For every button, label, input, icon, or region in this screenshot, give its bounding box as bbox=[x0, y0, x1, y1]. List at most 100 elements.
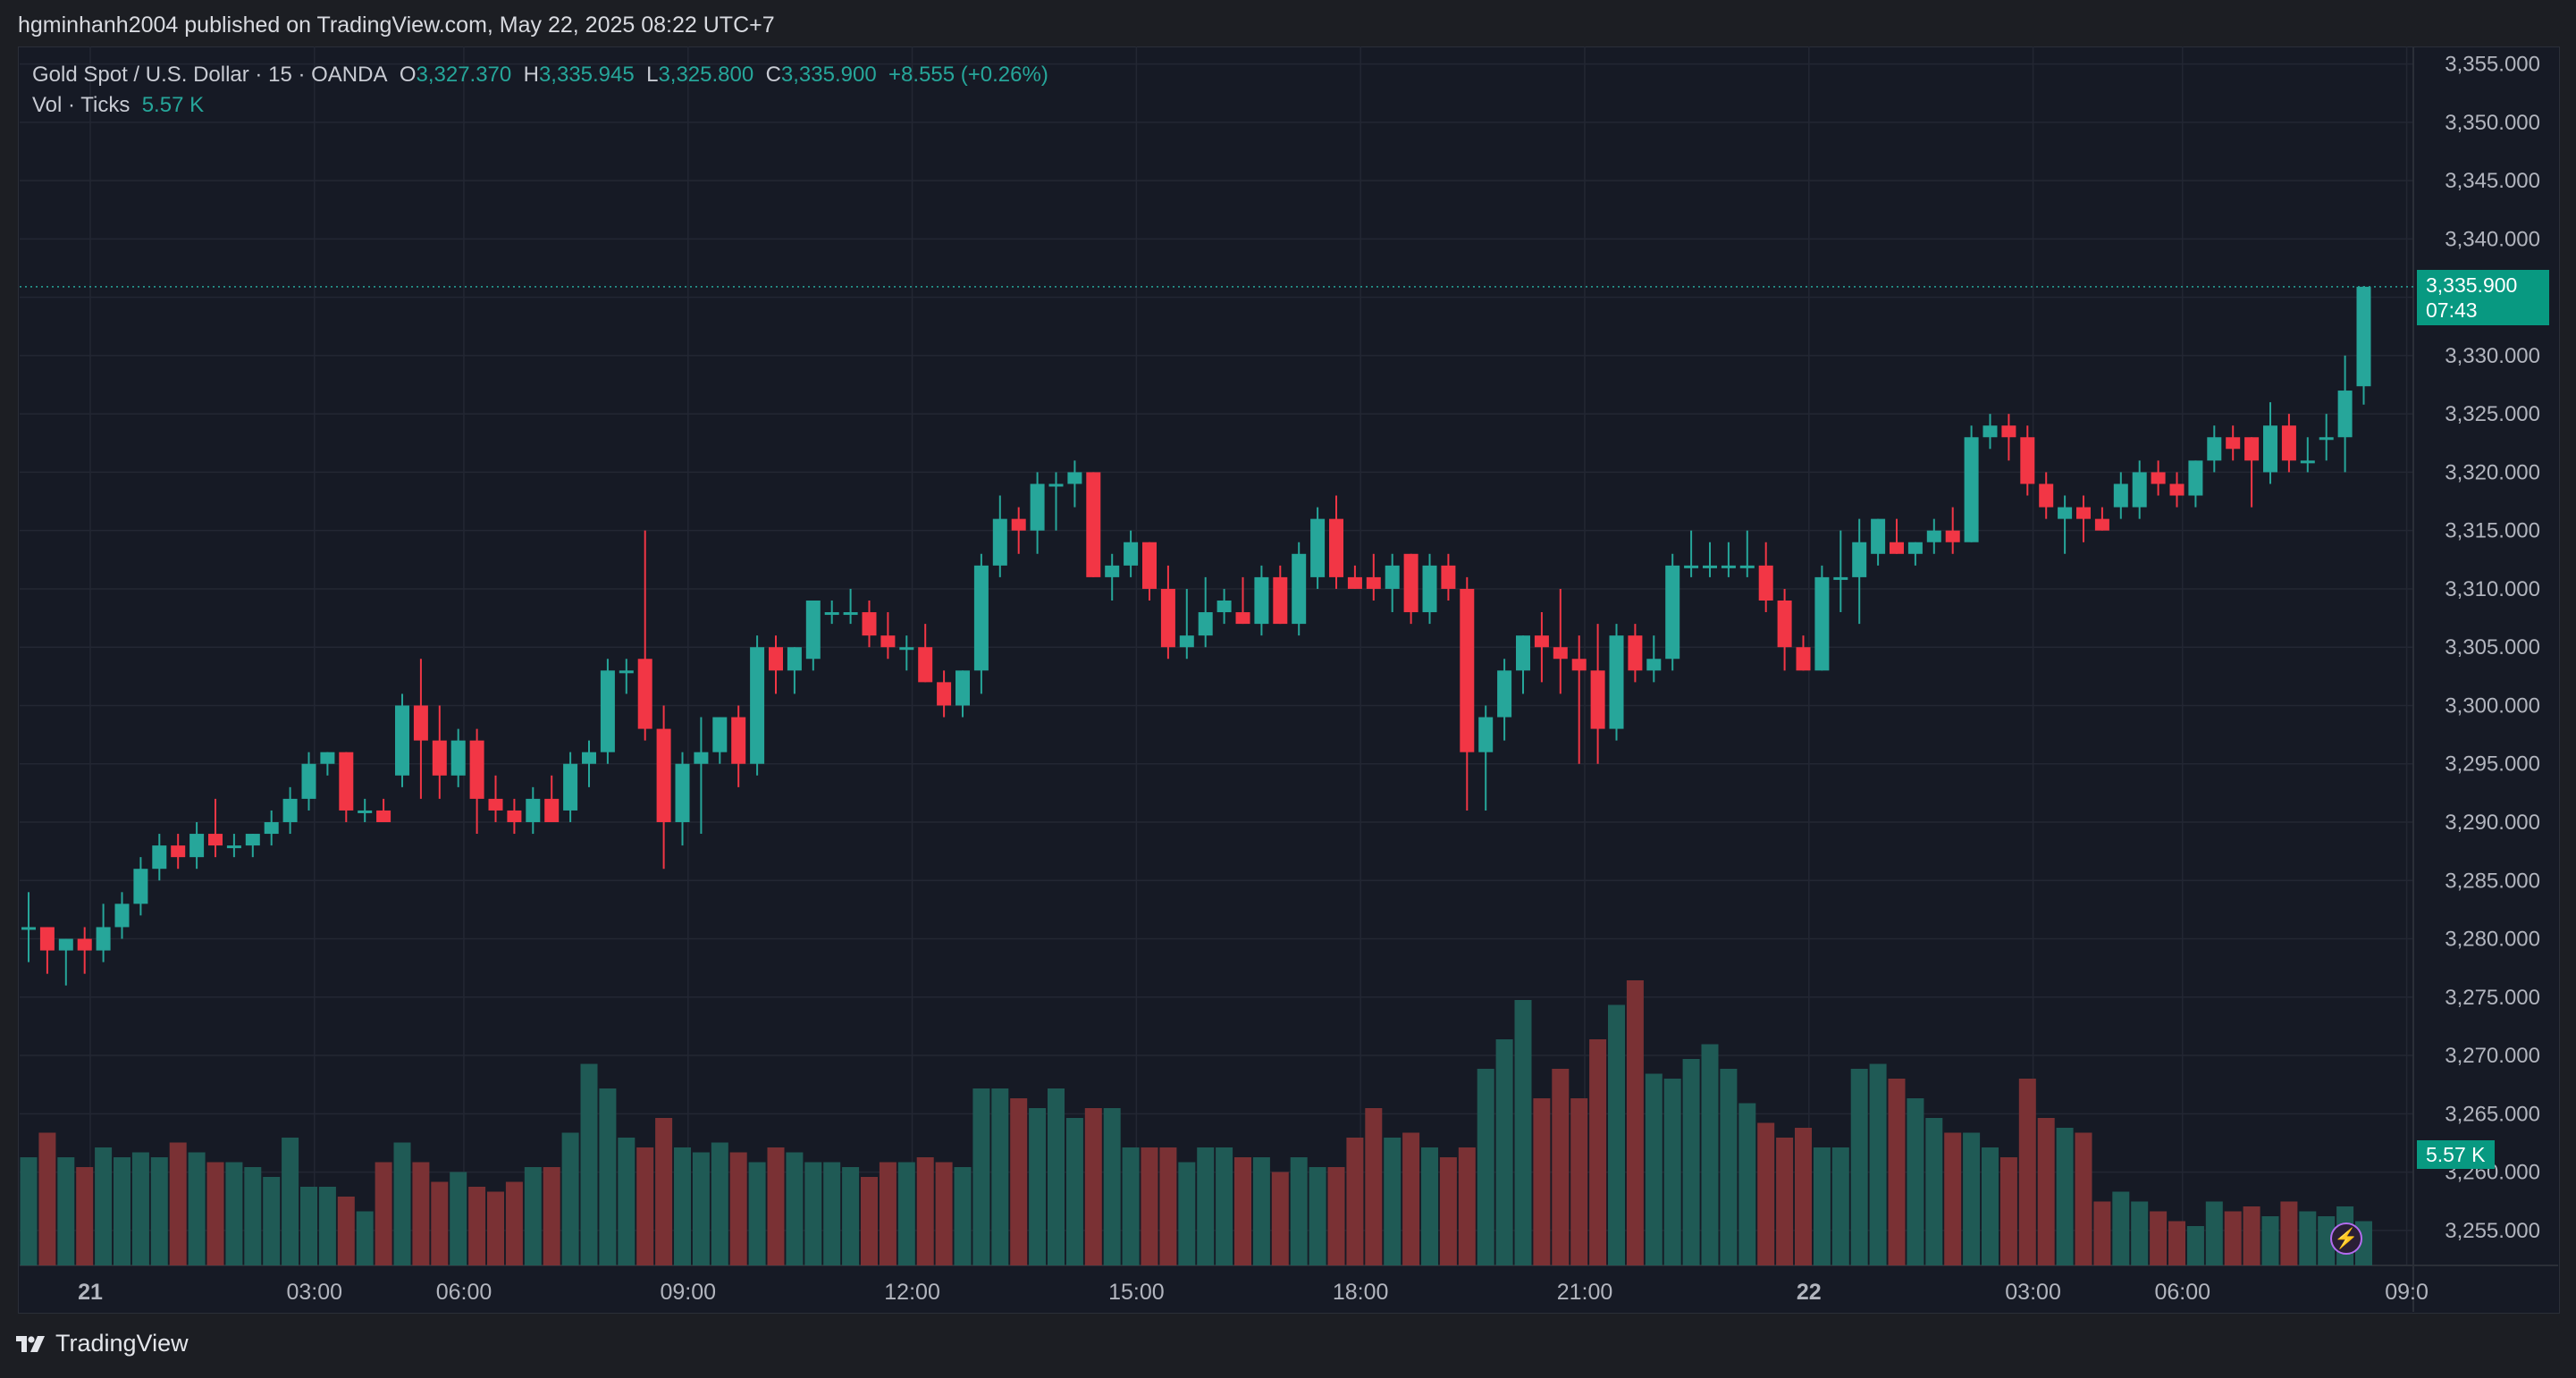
candle-up bbox=[1310, 518, 1326, 577]
volume-bar bbox=[337, 1197, 355, 1265]
candle-up bbox=[2207, 437, 2222, 461]
candle-up bbox=[96, 927, 111, 951]
price-tick-label: 3,285.000 bbox=[2445, 869, 2540, 893]
volume-bar bbox=[1252, 1157, 1270, 1265]
volume-bar bbox=[169, 1142, 187, 1265]
candle-up bbox=[1833, 576, 1848, 580]
candle-down bbox=[1086, 472, 1101, 577]
close-value: 3,335.900 bbox=[780, 63, 877, 87]
volume-bar bbox=[1065, 1118, 1083, 1265]
volume-bar bbox=[356, 1211, 374, 1265]
bar-countdown: 07:43 bbox=[2426, 298, 2478, 322]
candle-up bbox=[1516, 635, 1530, 671]
candle-up bbox=[2300, 460, 2315, 464]
volume-bar bbox=[1197, 1147, 1215, 1265]
volume-bar bbox=[767, 1147, 785, 1265]
candle-up bbox=[1497, 670, 1512, 718]
candle-down bbox=[1329, 518, 1343, 577]
volume-bar bbox=[1514, 1000, 1532, 1265]
tradingview-brand[interactable]: TradingView bbox=[16, 1330, 189, 1357]
volume-bars bbox=[20, 980, 2372, 1265]
volume-bar bbox=[1999, 1157, 2017, 1265]
price-tick-label: 3,255.000 bbox=[2445, 1219, 2540, 1243]
volume-bar bbox=[244, 1167, 262, 1265]
candle-up bbox=[114, 903, 130, 928]
lightning-icon[interactable]: ⚡ bbox=[2330, 1223, 2362, 1255]
volume-bar bbox=[1084, 1108, 1102, 1265]
candle-up bbox=[1703, 565, 1717, 568]
candle-up bbox=[899, 647, 914, 651]
price-tick-label: 3,325.000 bbox=[2445, 402, 2540, 426]
volume-bar bbox=[1477, 1069, 1494, 1265]
candle-up bbox=[1665, 565, 1680, 660]
candle-down bbox=[2001, 425, 2016, 438]
candle-up bbox=[395, 705, 409, 776]
volume-bar bbox=[1663, 1079, 1681, 1265]
volume-bar bbox=[2131, 1201, 2149, 1265]
volume-bar bbox=[842, 1167, 860, 1265]
volume-bar bbox=[2037, 1118, 2055, 1265]
volume-bar bbox=[318, 1187, 336, 1265]
volume-bar bbox=[861, 1177, 878, 1265]
symbol-title[interactable]: Gold Spot / U.S. Dollar · 15 · OANDA bbox=[32, 63, 388, 87]
low-value: 3,325.800 bbox=[658, 63, 754, 87]
volume-bar bbox=[711, 1142, 728, 1265]
price-tick-label: 3,350.000 bbox=[2445, 111, 2540, 135]
price-tick-label: 3,355.000 bbox=[2445, 53, 2540, 77]
candle-up bbox=[245, 834, 260, 846]
candle-down bbox=[880, 635, 896, 648]
volume-bar bbox=[2280, 1201, 2298, 1265]
volume-bar bbox=[431, 1181, 449, 1265]
volume-bar bbox=[2318, 1216, 2336, 1265]
candle-down bbox=[1777, 601, 1792, 648]
candle-down bbox=[937, 682, 952, 706]
volume-bar bbox=[206, 1162, 224, 1265]
volume-bar bbox=[38, 1132, 56, 1265]
volume-bar bbox=[1178, 1162, 1196, 1265]
candle-down bbox=[1142, 542, 1157, 589]
candle-down bbox=[769, 647, 783, 671]
volume-bar bbox=[954, 1167, 972, 1265]
candle-up bbox=[787, 647, 802, 671]
volume-bar bbox=[1327, 1167, 1345, 1265]
volume-bar bbox=[1682, 1059, 1700, 1265]
candle-down bbox=[1534, 635, 1549, 648]
candle-up bbox=[843, 612, 858, 616]
time-tick-label: 22 bbox=[1797, 1280, 1822, 1305]
candle-up bbox=[2319, 437, 2334, 441]
volume-bar bbox=[20, 1157, 38, 1265]
candle-down bbox=[507, 810, 522, 822]
candle-down bbox=[2281, 425, 2296, 461]
publish-header: hgminhanh2004 published on TradingView.c… bbox=[18, 13, 775, 38]
candle-up bbox=[1871, 518, 1886, 554]
volume-bar bbox=[1776, 1138, 1794, 1265]
volume-title[interactable]: Vol · Ticks bbox=[32, 93, 130, 117]
volume-bar bbox=[375, 1162, 392, 1265]
volume-bar bbox=[1458, 1147, 1476, 1265]
volume-bar bbox=[2075, 1132, 2092, 1265]
candle-down bbox=[1796, 647, 1811, 671]
candle-down bbox=[1553, 647, 1568, 660]
candle-down bbox=[376, 810, 391, 822]
candle-up bbox=[133, 869, 148, 904]
volume-bar bbox=[2243, 1206, 2260, 1265]
volume-bar bbox=[1982, 1147, 1999, 1265]
volume-bar bbox=[1570, 1098, 1588, 1265]
candle-down bbox=[77, 938, 92, 951]
candle-down bbox=[1758, 565, 1773, 601]
candle-up bbox=[2113, 483, 2128, 508]
candle-down bbox=[1460, 588, 1475, 752]
candle-up bbox=[582, 752, 596, 764]
volume-bar bbox=[1701, 1044, 1719, 1265]
candle-down bbox=[1160, 588, 1175, 648]
volume-bar bbox=[76, 1167, 94, 1265]
grid-lines bbox=[20, 46, 2558, 1312]
volume-bar bbox=[1365, 1108, 1383, 1265]
candle-down bbox=[2076, 507, 2091, 519]
candle-up bbox=[1124, 542, 1139, 566]
chart-pane[interactable] bbox=[18, 46, 2560, 1314]
candle-up bbox=[694, 752, 709, 764]
open-value: 3,327.370 bbox=[416, 63, 512, 87]
candle-up bbox=[1609, 635, 1624, 729]
